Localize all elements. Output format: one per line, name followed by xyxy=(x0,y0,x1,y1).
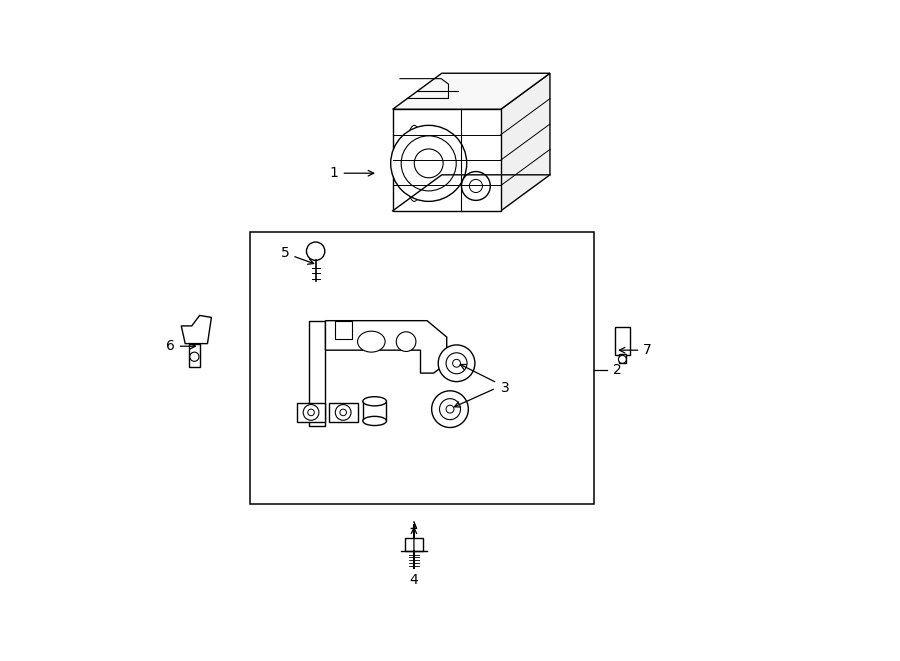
Bar xyxy=(363,401,386,421)
Ellipse shape xyxy=(405,126,424,202)
Circle shape xyxy=(303,405,319,420)
Text: 6: 6 xyxy=(166,339,195,353)
Bar xyxy=(392,109,500,211)
Circle shape xyxy=(307,242,325,260)
Text: 2: 2 xyxy=(613,363,621,377)
Ellipse shape xyxy=(363,416,386,426)
Circle shape xyxy=(190,352,199,362)
Polygon shape xyxy=(297,403,326,422)
Circle shape xyxy=(432,391,468,428)
Polygon shape xyxy=(336,321,352,339)
Circle shape xyxy=(618,356,626,364)
Polygon shape xyxy=(326,321,446,373)
Ellipse shape xyxy=(357,331,385,352)
Circle shape xyxy=(438,345,475,381)
Polygon shape xyxy=(181,315,211,344)
Polygon shape xyxy=(398,335,410,348)
Polygon shape xyxy=(336,321,352,339)
Polygon shape xyxy=(328,403,358,422)
Text: 7: 7 xyxy=(619,343,652,357)
Bar xyxy=(405,538,423,551)
Text: 5: 5 xyxy=(281,246,314,264)
Circle shape xyxy=(336,405,351,420)
Polygon shape xyxy=(189,344,200,367)
Ellipse shape xyxy=(396,332,416,352)
Polygon shape xyxy=(309,321,326,426)
Bar xyxy=(619,354,625,364)
Bar xyxy=(616,327,630,355)
Polygon shape xyxy=(392,73,550,109)
Bar xyxy=(250,232,594,504)
Circle shape xyxy=(462,172,490,200)
Text: 1: 1 xyxy=(329,166,373,180)
Ellipse shape xyxy=(363,397,386,406)
Text: 4: 4 xyxy=(410,528,418,587)
Circle shape xyxy=(391,126,467,202)
Polygon shape xyxy=(500,73,550,211)
Text: 3: 3 xyxy=(501,381,510,395)
